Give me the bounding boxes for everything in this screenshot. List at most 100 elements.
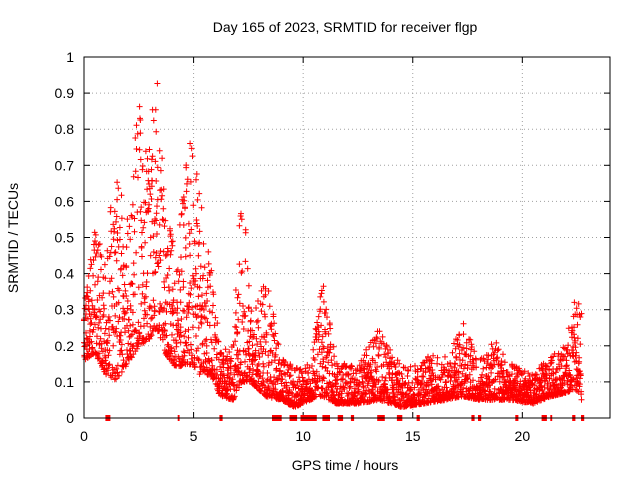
data-point [242,226,249,233]
data-point [235,291,242,298]
data-point [265,352,272,359]
data-point [235,316,242,323]
data-point [379,374,386,380]
data-point [459,357,466,364]
data-point [95,241,102,248]
data-point [180,348,187,355]
data-point [272,351,279,358]
data-point [104,247,111,254]
data-point [114,179,121,186]
data-point [147,191,154,198]
data-point [384,343,390,350]
data-point [102,275,109,282]
data-point [236,222,243,229]
data-point [157,248,164,255]
data-point [407,386,414,393]
data-point [494,354,501,361]
data-point [253,305,259,311]
data-point [242,258,249,265]
data-point [137,117,144,123]
data-point [227,365,234,372]
data-point [96,319,102,326]
data-point [396,360,403,367]
data-point [120,357,127,364]
data-point [154,203,160,210]
data-point [148,196,155,202]
data-point [144,311,151,318]
data-point [327,325,334,332]
data-point [341,386,348,392]
data-point [188,285,195,292]
data-point [375,377,382,384]
data-point [139,290,146,297]
data-point [146,201,153,208]
data-point [317,306,324,313]
data-point [157,257,164,264]
data-point [128,354,135,361]
data-point [178,316,185,322]
data-point [139,253,145,260]
data-point [353,370,360,377]
data-point [488,341,495,348]
data-point [266,359,272,366]
data-point [131,271,138,278]
data-point [207,283,214,290]
data-point [161,305,168,312]
data-point [154,260,161,267]
data-point [181,197,188,204]
data-point [147,323,154,330]
data-point [100,290,107,297]
data-point [139,229,145,236]
data-point [108,243,115,250]
data-point [435,383,442,390]
data-point [148,156,155,163]
data-point [460,344,467,351]
data-point [191,240,198,247]
data-point [467,336,474,343]
data-point [124,230,131,237]
data-point [404,373,411,379]
data-point [249,361,256,368]
data-point [103,371,110,378]
data-point [242,312,249,319]
data-point [183,342,190,349]
data-point [323,306,330,313]
data-point [164,272,171,278]
data-point [249,327,256,334]
data-point [166,287,173,294]
data-point [255,324,262,331]
data-point [478,374,485,381]
data-point [105,367,112,374]
data-point [92,253,99,260]
data-point [142,293,149,300]
chart-title: Day 165 of 2023, SRMTID for receiver flg… [213,19,478,35]
data-point [443,379,450,386]
data-point [401,380,408,387]
data-point [334,376,341,383]
data-point [177,324,184,331]
data-point [144,270,151,277]
data-point [322,326,328,333]
data-point [148,166,155,173]
data-point [398,371,405,377]
data-point [91,309,98,316]
x-tick-label: 10 [295,428,311,444]
data-point [320,345,327,352]
data-point [235,351,242,358]
data-point [331,353,338,360]
data-point [101,330,108,337]
data-point [141,315,147,322]
data-point [185,220,192,227]
data-point [98,266,104,273]
data-point [491,349,498,356]
data-point [255,298,261,304]
data-point [455,374,462,381]
data-point [203,342,210,349]
y-tick-label: 0.2 [55,338,75,354]
data-point [424,379,431,386]
data-point [148,315,155,322]
data-point [200,272,207,279]
data-point [380,340,387,347]
data-point [418,362,425,369]
data-point [204,319,211,326]
